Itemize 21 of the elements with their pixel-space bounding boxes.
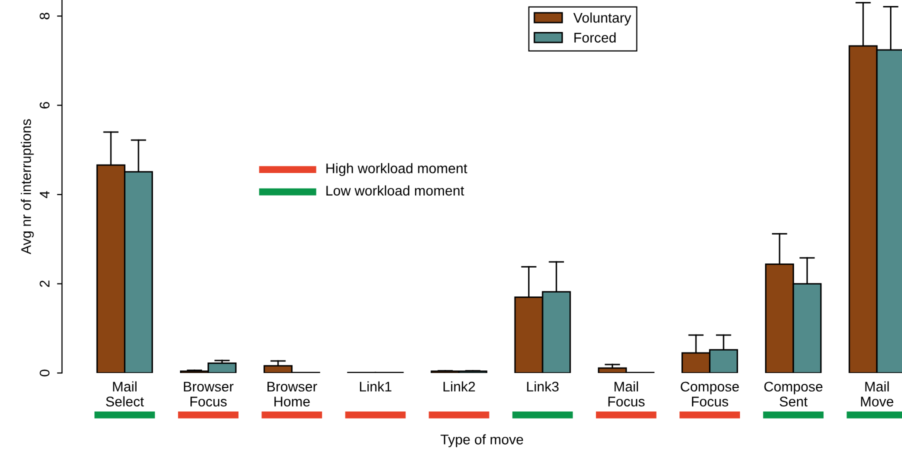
x-tick-label: Link2 (444, 381, 475, 392)
x-tick-label: Mail Move (861, 381, 894, 406)
x-tick-label: Mail Focus (608, 381, 645, 406)
legend-label: Forced (574, 32, 616, 43)
y-tick-label: 8 (40, 12, 50, 20)
x-tick-label: Mail Select (106, 381, 144, 406)
y-tick-label: 2 (40, 280, 50, 287)
y-tick-label: 4 (40, 191, 50, 198)
legend-label: Voluntary (573, 12, 632, 26)
y-tick-label: 6 (40, 102, 50, 108)
x-tick-label: Browser Focus (184, 382, 234, 406)
x-tick-label: Link1 (360, 381, 392, 392)
y-tick-label: 0 (40, 370, 50, 376)
annotation: High workload moment (326, 163, 468, 176)
x-tick-label: Compose Sent (764, 382, 822, 406)
x-tick-label: Link3 (527, 381, 559, 392)
x-tick-label: Compose Focus (680, 382, 739, 406)
x-axis-title: Type of move (440, 434, 524, 448)
y-axis-title: Avg nr of interruptions (20, 119, 34, 254)
annotation: Low workload moment (326, 185, 464, 196)
x-tick-label: Browser Home (268, 382, 318, 406)
